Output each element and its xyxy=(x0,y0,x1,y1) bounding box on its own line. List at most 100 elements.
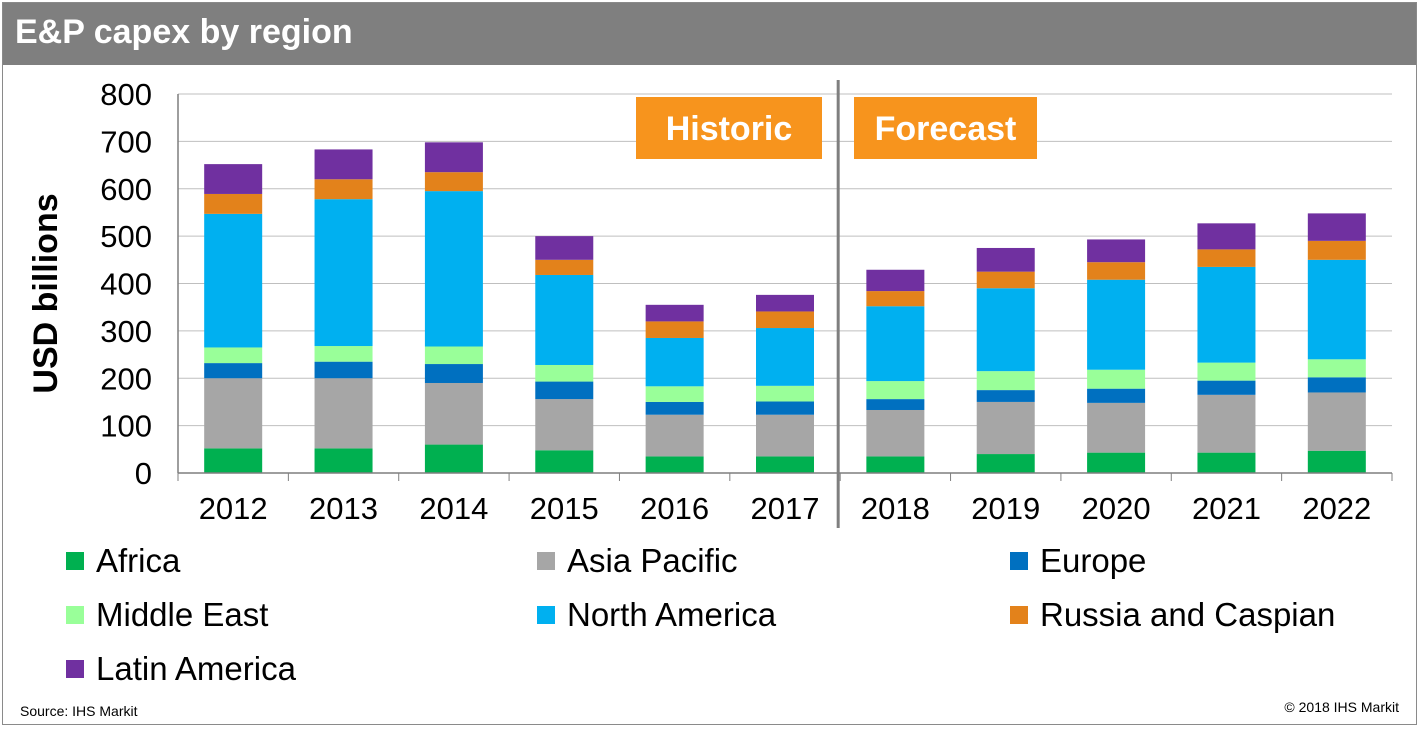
bar-asia-pacific-2018 xyxy=(866,409,925,457)
bar-russia-and-caspian-2015 xyxy=(535,259,594,275)
y-tick-label: 400 xyxy=(100,267,152,302)
bar-russia-and-caspian-2021 xyxy=(1197,249,1256,267)
bar-asia-pacific-2012 xyxy=(204,378,263,449)
bar-europe-2013 xyxy=(314,361,373,379)
bar-latin-america-2014 xyxy=(424,142,483,173)
bar-europe-2014 xyxy=(424,364,483,383)
bar-asia-pacific-2019 xyxy=(976,401,1035,455)
x-tick-label: 2015 xyxy=(530,491,599,526)
bar-russia-and-caspian-2020 xyxy=(1087,262,1146,280)
bar-africa-2018 xyxy=(866,456,925,473)
bar-europe-2017 xyxy=(756,401,814,415)
copyright-note: © 2018 IHS Markit xyxy=(1284,699,1399,715)
bar-russia-and-caspian-2016 xyxy=(645,321,704,338)
x-tick-label: 2018 xyxy=(861,491,930,526)
bar-north-america-2021 xyxy=(1197,266,1256,363)
x-tick-label: 2017 xyxy=(751,491,820,526)
bar-africa-2014 xyxy=(424,444,483,473)
bar-europe-2020 xyxy=(1087,388,1146,403)
y-axis-label: USD billions xyxy=(27,193,65,393)
bar-latin-america-2019 xyxy=(976,247,1035,272)
bar-latin-america-2015 xyxy=(535,236,594,260)
chart-title: E&P capex by region xyxy=(15,13,353,51)
bar-north-america-2020 xyxy=(1087,279,1146,370)
bar-middle-east-2019 xyxy=(976,371,1035,391)
bar-russia-and-caspian-2018 xyxy=(866,291,925,307)
x-tick-label: 2016 xyxy=(640,491,709,526)
bar-russia-and-caspian-2012 xyxy=(204,193,263,214)
bar-middle-east-2018 xyxy=(866,381,925,400)
bar-africa-2016 xyxy=(645,456,704,473)
bar-asia-pacific-2015 xyxy=(535,399,594,451)
bar-latin-america-2016 xyxy=(645,304,704,322)
bar-north-america-2015 xyxy=(535,274,594,365)
bar-middle-east-2017 xyxy=(756,385,814,402)
bar-middle-east-2016 xyxy=(645,386,704,402)
bar-africa-2022 xyxy=(1307,450,1366,473)
bar-north-america-2013 xyxy=(314,199,373,347)
bar-north-america-2014 xyxy=(424,191,483,347)
bar-africa-2019 xyxy=(976,454,1035,473)
bar-middle-east-2014 xyxy=(424,346,483,365)
bar-africa-2012 xyxy=(204,448,263,473)
bar-north-america-2018 xyxy=(866,306,925,382)
bar-middle-east-2022 xyxy=(1307,359,1366,378)
bar-europe-2021 xyxy=(1197,380,1256,395)
bar-africa-2021 xyxy=(1197,452,1256,473)
bar-middle-east-2015 xyxy=(535,364,594,382)
bar-russia-and-caspian-2013 xyxy=(314,179,373,200)
bar-latin-america-2018 xyxy=(866,269,925,292)
bar-europe-2022 xyxy=(1307,377,1366,393)
bar-north-america-2017 xyxy=(756,328,814,386)
bar-north-america-2016 xyxy=(645,337,704,387)
bar-latin-america-2021 xyxy=(1197,223,1256,250)
bar-europe-2015 xyxy=(535,381,594,400)
bar-russia-and-caspian-2022 xyxy=(1307,240,1366,260)
x-tick-label: 2022 xyxy=(1302,491,1371,526)
bar-asia-pacific-2021 xyxy=(1197,394,1256,453)
y-tick-label: 300 xyxy=(100,314,152,349)
bar-middle-east-2021 xyxy=(1197,362,1256,381)
bar-asia-pacific-2022 xyxy=(1307,392,1366,451)
forecast-label: Forecast xyxy=(875,110,1017,148)
bar-asia-pacific-2020 xyxy=(1087,402,1146,453)
title-bar: E&P capex by region xyxy=(3,3,1416,65)
bar-middle-east-2012 xyxy=(204,347,263,364)
bar-latin-america-2012 xyxy=(204,164,263,194)
bar-africa-2020 xyxy=(1087,452,1146,473)
bar-asia-pacific-2014 xyxy=(424,382,483,445)
bar-middle-east-2020 xyxy=(1087,369,1146,389)
x-tick-label: 2021 xyxy=(1192,491,1261,526)
bar-latin-america-2017 xyxy=(756,294,814,312)
bar-africa-2015 xyxy=(535,450,594,473)
y-tick-label: 200 xyxy=(100,361,152,396)
bar-asia-pacific-2017 xyxy=(756,414,814,457)
bar-africa-2013 xyxy=(314,448,373,473)
x-tick-label: 2020 xyxy=(1082,491,1151,526)
bar-north-america-2019 xyxy=(976,288,1035,372)
y-tick-label: 0 xyxy=(135,456,152,491)
historic-label: Historic xyxy=(666,110,793,148)
x-tick-label: 2012 xyxy=(199,491,268,526)
bar-europe-2018 xyxy=(866,399,925,410)
x-tick-label: 2014 xyxy=(419,491,488,526)
bar-latin-america-2013 xyxy=(314,149,373,180)
bar-russia-and-caspian-2014 xyxy=(424,172,483,192)
bar-europe-2016 xyxy=(645,401,704,415)
bar-europe-2012 xyxy=(204,363,263,379)
source-note: Source: IHS Markit xyxy=(20,703,138,719)
x-tick-label: 2013 xyxy=(309,491,378,526)
bar-asia-pacific-2016 xyxy=(645,414,704,457)
bar-russia-and-caspian-2019 xyxy=(976,271,1035,289)
y-tick-label: 800 xyxy=(100,77,152,112)
y-tick-label: 700 xyxy=(100,124,152,159)
y-tick-label: 100 xyxy=(100,409,152,444)
forecast-label-box xyxy=(854,97,1037,159)
bar-latin-america-2020 xyxy=(1087,239,1146,263)
y-tick-label: 600 xyxy=(100,172,152,207)
bar-africa-2017 xyxy=(756,456,814,473)
bar-asia-pacific-2013 xyxy=(314,378,373,449)
bar-middle-east-2013 xyxy=(314,346,373,362)
y-tick-label: 500 xyxy=(100,219,152,254)
